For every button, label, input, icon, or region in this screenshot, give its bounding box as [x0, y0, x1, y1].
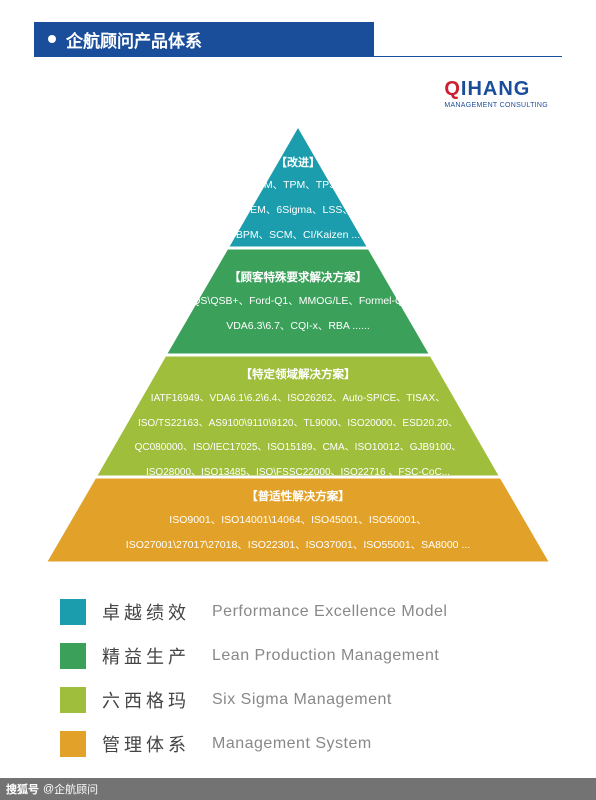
- legend-swatch: [60, 687, 86, 713]
- legend-en: Management System: [212, 735, 372, 753]
- brand-logo: QIHANG MANAGEMENT CONSULTING: [444, 78, 548, 109]
- legend-en: Six Sigma Management: [212, 691, 392, 709]
- tier-1-body: TQM、TPM、TPS、 PEM、6Sigma、LSS、 BPM、SCM、CI/…: [236, 179, 360, 241]
- tier-3-text: 【特定领域解决方案】 IATF16949、VDA6.1\6.2\6.4、ISO2…: [108, 367, 488, 484]
- tier-4-body: ISO9001、ISO14001\14064、ISO45001、ISO50001…: [126, 514, 470, 551]
- logo-rest: IHANG: [461, 78, 530, 100]
- tier-2-body: BIQS\QSB+、Ford-Q1、MMOG/LE、Formel-Q、 VDA6…: [182, 295, 413, 332]
- legend-cn: 精益生产: [102, 643, 212, 669]
- legend: 卓越绩效 Performance Excellence Model 精益生产 L…: [60, 590, 560, 766]
- legend-item: 六西格玛 Six Sigma Management: [60, 678, 560, 722]
- footer-site: 搜狐号: [6, 781, 39, 797]
- legend-en: Performance Excellence Model: [212, 603, 447, 621]
- tier-4-title: 【普适性解决方案】: [88, 489, 508, 507]
- tier-3-title: 【特定领域解决方案】: [108, 367, 488, 385]
- header-underline: [34, 56, 562, 57]
- legend-cn: 管理体系: [102, 731, 212, 757]
- tier-4-text: 【普适性解决方案】 ISO9001、ISO14001\14064、ISO4500…: [88, 489, 508, 556]
- header-title: 企航顾问产品体系: [66, 27, 202, 52]
- legend-item: 精益生产 Lean Production Management: [60, 634, 560, 678]
- legend-swatch: [60, 731, 86, 757]
- pyramid-diagram: 【改进】 TQM、TPM、TPS、 PEM、6Sigma、LSS、 BPM、SC…: [38, 115, 558, 565]
- header-bar: 企航顾问产品体系: [34, 22, 374, 56]
- tier-2-title: 【顾客特殊要求解决方案】: [168, 270, 428, 288]
- legend-cn: 卓越绩效: [102, 599, 212, 625]
- tier-1-text: 【改进】 TQM、TPM、TPS、 PEM、6Sigma、LSS、 BPM、SC…: [228, 155, 368, 246]
- logo-text: QIHANG: [444, 78, 548, 101]
- legend-swatch: [60, 599, 86, 625]
- logo-subtitle: MANAGEMENT CONSULTING: [444, 102, 548, 109]
- legend-item: 管理体系 Management System: [60, 722, 560, 766]
- tier-1-title: 【改进】: [228, 155, 368, 172]
- legend-item: 卓越绩效 Performance Excellence Model: [60, 590, 560, 634]
- footer-bar: 搜狐号 @ 企航顾问: [0, 778, 596, 800]
- header-dot: [48, 35, 56, 43]
- tier-2-text: 【顾客特殊要求解决方案】 BIQS\QSB+、Ford-Q1、MMOG/LE、F…: [168, 270, 428, 337]
- tier-3-body: IATF16949、VDA6.1\6.2\6.4、ISO26262、Auto-S…: [135, 393, 462, 478]
- legend-cn: 六西格玛: [102, 687, 212, 713]
- logo-q: Q: [444, 78, 461, 100]
- legend-swatch: [60, 643, 86, 669]
- at-icon: @: [43, 783, 54, 795]
- footer-author: 企航顾问: [54, 781, 98, 797]
- legend-en: Lean Production Management: [212, 647, 439, 665]
